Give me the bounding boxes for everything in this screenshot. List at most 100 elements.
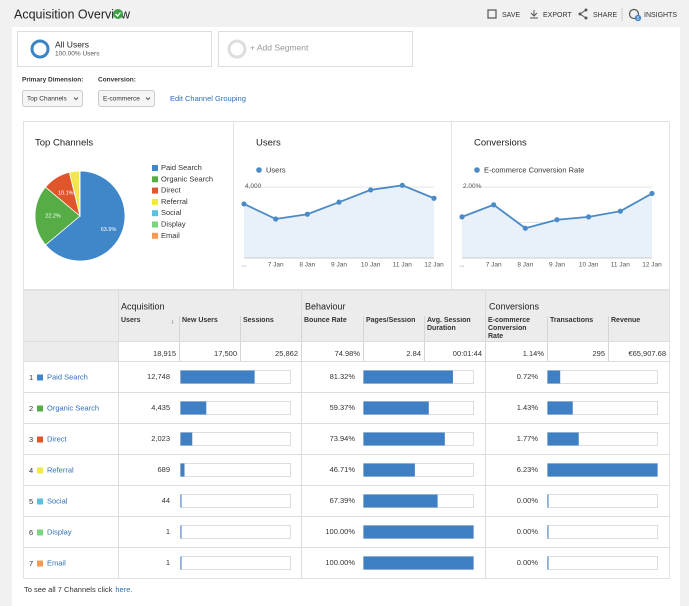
column-header-text[interactable]: Avg. Session Duration — [427, 317, 471, 332]
conversion-value[interactable]: E-commerce — [103, 96, 140, 103]
bar-track — [180, 525, 291, 539]
legend-label: Email — [161, 231, 180, 240]
rank: 3 — [29, 435, 33, 444]
bar — [363, 525, 474, 539]
primary-value[interactable]: Top Channels — [27, 96, 67, 103]
bounce-value: 46.71% — [330, 465, 356, 474]
total-value: €65,907.68 — [628, 349, 666, 358]
conversion-value: 0.00% — [517, 558, 539, 567]
edit-grouping-link[interactable]: Edit Channel Grouping — [170, 94, 246, 103]
channel-link[interactable]: Direct — [47, 434, 68, 443]
insights-button[interactable]: 5 INSIGHTS — [628, 8, 678, 22]
column-header-text[interactable]: Sessions — [243, 317, 274, 324]
export-button[interactable]: EXPORT — [530, 10, 572, 19]
point — [459, 214, 465, 220]
y-tick-label: 2.00% — [463, 183, 482, 190]
legend-marker — [256, 167, 262, 173]
area — [244, 185, 434, 258]
primary-select[interactable]: Top Channels — [22, 90, 83, 107]
column-header-text[interactable]: Bounce Rate — [304, 317, 347, 324]
save-button[interactable]: SAVE — [487, 9, 520, 19]
bar — [363, 370, 453, 384]
users-value: 1 — [166, 527, 170, 536]
add-segment-label[interactable]: + Add Segment — [250, 42, 309, 52]
column-header-text[interactable]: Pages/Session — [366, 317, 416, 324]
legend-swatch — [152, 176, 158, 183]
column-header: New Users — [182, 317, 218, 324]
total-value: 18,915 — [153, 349, 176, 358]
channel-swatch — [37, 374, 43, 381]
bar — [547, 556, 549, 570]
legend-label: Users — [266, 165, 286, 174]
conversion-value: 1.43% — [517, 403, 539, 412]
channel-link[interactable]: Paid Search — [47, 372, 88, 381]
save-label[interactable]: SAVE — [502, 12, 520, 19]
point — [241, 201, 247, 207]
table-header — [24, 341, 118, 362]
bar-track — [547, 525, 658, 539]
conversion-value: 6.23% — [517, 465, 539, 474]
bar — [180, 401, 207, 415]
point — [522, 225, 528, 231]
legend-swatch — [152, 210, 158, 217]
bar — [180, 432, 193, 446]
share-label[interactable]: SHARE — [593, 12, 617, 19]
legend-label: Organic Search — [161, 174, 213, 183]
slice-label: 10.1% — [58, 191, 74, 197]
point — [304, 211, 310, 217]
channel-link[interactable]: Social — [47, 496, 68, 505]
column-header-text[interactable]: Revenue — [611, 317, 641, 324]
bar — [180, 463, 185, 477]
bar — [363, 432, 445, 446]
column-header-text[interactable]: New Users — [182, 317, 218, 324]
channel-link[interactable]: Organic Search — [47, 403, 99, 412]
channel-link[interactable]: Email — [47, 558, 66, 567]
export-label[interactable]: EXPORT — [543, 12, 572, 19]
insights-label[interactable]: INSIGHTS — [644, 12, 677, 19]
conversion-select[interactable]: E-commerce — [98, 90, 155, 107]
bounce-value: 100.00% — [325, 558, 355, 567]
conversion-value: 0.00% — [517, 496, 539, 505]
share-button[interactable]: SHARE — [578, 8, 618, 20]
insights-badge: 5 — [637, 15, 640, 20]
x-tick-label: 9 Jan — [549, 262, 565, 269]
point — [617, 208, 623, 214]
bounce-value: 73.94% — [330, 434, 356, 443]
column-header-text[interactable]: Transactions — [550, 317, 594, 324]
bar — [547, 432, 579, 446]
column-header: Bounce Rate — [304, 317, 347, 324]
channel-link[interactable]: Referral — [47, 465, 74, 474]
channel-swatch — [37, 560, 43, 567]
column-header-text[interactable]: E-commerce Conversion Rate — [488, 317, 531, 340]
bounce-value: 59.37% — [330, 403, 356, 412]
verified-badge — [113, 9, 123, 19]
legend-label: Referral — [161, 197, 188, 206]
total-value: 1.14% — [523, 349, 545, 358]
legend-swatch — [152, 187, 158, 194]
rank: 4 — [29, 466, 33, 475]
channel-swatch — [37, 467, 43, 474]
legend-swatch — [152, 221, 158, 228]
x-tick-label: 11 Jan — [611, 262, 630, 269]
legend-label: E-commerce Conversion Rate — [484, 165, 584, 174]
point — [649, 190, 655, 197]
rank: 6 — [29, 528, 33, 537]
point — [399, 182, 405, 188]
rank: 7 — [29, 559, 33, 568]
chart-title: Users — [256, 138, 281, 149]
column-header: E-commerce Conversion Rate — [488, 317, 531, 340]
legend-label: Display — [161, 219, 186, 228]
add-segment[interactable]: + Add Segment — [218, 31, 413, 67]
x-tick-label: 12 Jan — [424, 262, 444, 269]
segment-card[interactable]: All Users 100.00% Users — [17, 31, 212, 67]
slice-label: 22.2% — [45, 213, 61, 219]
point — [586, 214, 592, 220]
conversion-value: 0.72% — [517, 372, 539, 381]
y-tick-label: 4,000 — [245, 183, 262, 190]
x-tick-label: ... — [241, 262, 247, 269]
total-value: 25,862 — [275, 349, 298, 358]
column-header-text[interactable]: Users — [121, 317, 141, 324]
footer-link[interactable]: here. — [115, 585, 132, 594]
point — [336, 199, 342, 205]
channel-link[interactable]: Display — [47, 527, 72, 536]
